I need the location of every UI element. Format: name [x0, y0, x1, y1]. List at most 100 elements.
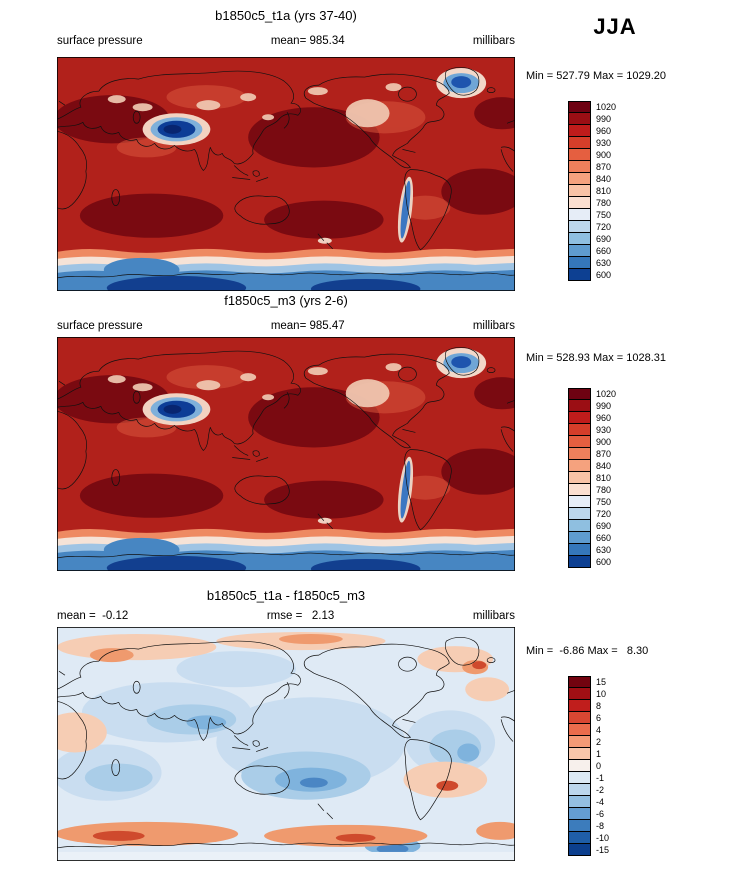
map-case1 — [57, 57, 515, 291]
colorbar-row: 780 — [568, 197, 616, 209]
colorbar-row: 810 — [568, 185, 616, 197]
colorbar-label: 840 — [596, 461, 612, 471]
colorbar-label: 900 — [596, 150, 612, 160]
colorbar-label: -15 — [596, 845, 610, 855]
colorbar-swatch — [568, 400, 591, 412]
colorbar-swatch — [568, 556, 591, 568]
colorbar-label: 6 — [596, 713, 602, 723]
colorbar-row: 840 — [568, 460, 616, 472]
colorbar-row: -1 — [568, 772, 609, 784]
colorbar-label: 990 — [596, 401, 612, 411]
colorbar-label: 960 — [596, 413, 612, 423]
colorbar-label: 8 — [596, 701, 602, 711]
colorbar-swatch — [568, 496, 591, 508]
colorbar-label: -4 — [596, 797, 605, 807]
colorbar-swatch — [568, 125, 591, 137]
colorbar-swatch — [568, 460, 591, 472]
colorbar-swatch — [568, 101, 591, 113]
panel3-units-label: millibars — [472, 610, 515, 622]
colorbar-row: 15 — [568, 676, 609, 688]
colorbar-label: -6 — [596, 809, 605, 819]
colorbar-row: -8 — [568, 820, 609, 832]
colorbar-label: 750 — [596, 210, 612, 220]
colorbar-row: 780 — [568, 484, 616, 496]
colorbar-swatch — [568, 448, 591, 460]
colorbar-swatch — [568, 484, 591, 496]
colorbar-label: 870 — [596, 162, 612, 172]
colorbar-row: -2 — [568, 784, 609, 796]
colorbar-row: 660 — [568, 245, 616, 257]
colorbar-label: 930 — [596, 138, 612, 148]
colorbar-swatch — [568, 113, 591, 125]
colorbar-row: 990 — [568, 400, 616, 412]
colorbar-label: -2 — [596, 785, 605, 795]
panel3-mean-label: mean = -0.12 — [57, 610, 129, 622]
colorbar-row: 690 — [568, 233, 616, 245]
colorbar-label: 840 — [596, 174, 612, 184]
colorbar-row: 960 — [568, 125, 616, 137]
colorbar-swatch — [568, 388, 591, 400]
colorbar-label: 4 — [596, 725, 602, 735]
colorbar-swatch — [568, 784, 591, 796]
colorbar-label: 15 — [596, 677, 607, 687]
colorbar-label: 660 — [596, 533, 612, 543]
colorbar-label: 630 — [596, 258, 612, 268]
colorbar-label: 930 — [596, 425, 612, 435]
colorbar-row: -15 — [568, 844, 609, 856]
panel1-units-label: millibars — [472, 35, 515, 47]
panel3-title: b1850c5_t1a - f1850c5_m3 — [206, 588, 366, 603]
panel1-minmax: Min = 527.79 Max = 1029.20 — [526, 70, 667, 82]
colorbar-label: 690 — [596, 521, 612, 531]
colorbar-swatch — [568, 520, 591, 532]
colorbar-swatch — [568, 257, 591, 269]
colorbar-swatch — [568, 832, 591, 844]
colorbar-label: 900 — [596, 437, 612, 447]
colorbar-swatch — [568, 245, 591, 257]
colorbar-swatch — [568, 676, 591, 688]
panel3-colorbar: 15 10 8 6 4 2 1 0 -1 -2 -4 -6 -8 -10 -15 — [568, 676, 609, 856]
colorbar-swatch — [568, 137, 591, 149]
panel2-header-row: surface pressure mean= 985.47 millibars — [57, 320, 515, 332]
colorbar-label: 1020 — [596, 102, 617, 112]
colorbar-row: 840 — [568, 173, 616, 185]
colorbar-swatch — [568, 412, 591, 424]
colorbar-swatch — [568, 688, 591, 700]
colorbar-label: 600 — [596, 557, 612, 567]
colorbar-label: 720 — [596, 222, 612, 232]
colorbar-row: 8 — [568, 700, 609, 712]
panel2-map — [57, 337, 515, 571]
colorbar-row: 870 — [568, 448, 616, 460]
colorbar-label: 960 — [596, 126, 612, 136]
colorbar-swatch — [568, 233, 591, 245]
colorbar-row: 690 — [568, 520, 616, 532]
colorbar-label: 0 — [596, 761, 602, 771]
colorbar-row: 930 — [568, 137, 616, 149]
colorbar-swatch — [568, 700, 591, 712]
colorbar-swatch — [568, 724, 591, 736]
colorbar-swatch — [568, 508, 591, 520]
colorbar-row: 900 — [568, 436, 616, 448]
colorbar-row: -10 — [568, 832, 609, 844]
colorbar-swatch — [568, 185, 591, 197]
colorbar-label: -8 — [596, 821, 605, 831]
colorbar-swatch — [568, 772, 591, 784]
colorbar-label: 810 — [596, 186, 612, 196]
colorbar-swatch — [568, 424, 591, 436]
colorbar-swatch — [568, 221, 591, 233]
colorbar-label: 660 — [596, 246, 612, 256]
colorbar-label: 630 — [596, 545, 612, 555]
panel1-title: b1850c5_t1a (yrs 37-40) — [215, 8, 357, 23]
panel1-mean-label: mean= 985.34 — [270, 35, 345, 47]
colorbar-label: 720 — [596, 509, 612, 519]
colorbar-row: 660 — [568, 532, 616, 544]
colorbar-row: -4 — [568, 796, 609, 808]
colorbar-swatch — [568, 472, 591, 484]
panel2-minmax: Min = 528.93 Max = 1028.31 — [526, 352, 667, 364]
colorbar-row: 1 — [568, 748, 609, 760]
colorbar-label: -1 — [596, 773, 605, 783]
colorbar-swatch — [568, 736, 591, 748]
colorbar-swatch — [568, 820, 591, 832]
colorbar-row: 600 — [568, 556, 616, 568]
colorbar-label: 990 — [596, 114, 612, 124]
colorbar-row: 930 — [568, 424, 616, 436]
